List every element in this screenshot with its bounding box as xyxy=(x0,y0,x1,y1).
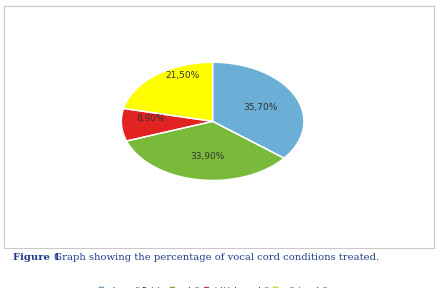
Polygon shape xyxy=(124,62,213,121)
Polygon shape xyxy=(213,62,304,158)
Text: Graph showing the percentage of vocal cord conditions treated.: Graph showing the percentage of vocal co… xyxy=(51,253,379,262)
Legend: edema di Reinke, noduli, cisti intracordali, polipi cordali: edema di Reinke, noduli, cisti intracord… xyxy=(98,287,327,288)
Text: 35,70%: 35,70% xyxy=(244,103,278,112)
Text: 21,50%: 21,50% xyxy=(165,71,200,80)
Text: 8,90%: 8,90% xyxy=(136,114,165,123)
Text: 33,90%: 33,90% xyxy=(190,152,225,161)
Polygon shape xyxy=(127,121,284,180)
Polygon shape xyxy=(121,109,213,141)
Text: Figure 1: Figure 1 xyxy=(13,253,61,262)
